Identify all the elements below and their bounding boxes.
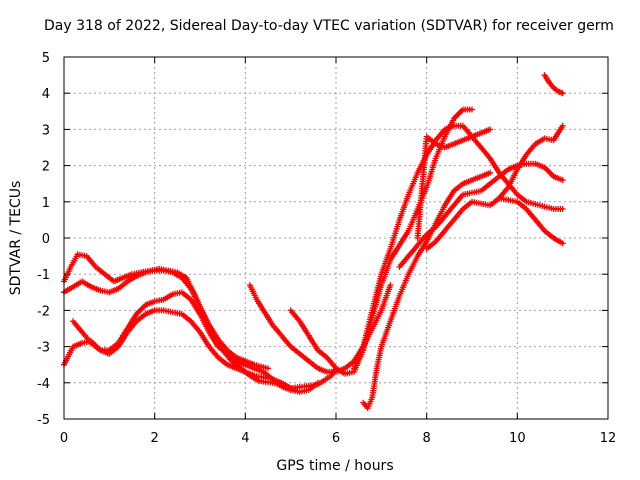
series-9 <box>396 160 566 270</box>
x-tick-label: 6 <box>332 431 340 446</box>
series-line <box>62 269 270 370</box>
y-tick-label: 2 <box>42 160 50 175</box>
plus-markers <box>496 195 566 247</box>
x-tick-label: 2 <box>151 431 159 446</box>
series-12 <box>496 195 566 247</box>
series-4 <box>70 289 321 395</box>
plus-markers <box>351 122 566 372</box>
plus-markers <box>70 289 321 395</box>
y-tick-label: 1 <box>42 196 50 211</box>
y-tick-label: -1 <box>37 268 50 283</box>
series-2 <box>61 267 271 372</box>
x-tick-label: 8 <box>423 431 431 446</box>
y-axis-label: SDTVAR / TECUs <box>8 181 24 296</box>
x-tick-label: 4 <box>241 431 249 446</box>
y-tick-label: -4 <box>37 377 50 392</box>
y-tick-label: 5 <box>42 51 50 66</box>
plus-markers <box>61 267 271 372</box>
series-8 <box>351 122 566 372</box>
x-axis-label: GPS time / hours <box>276 458 393 474</box>
plus-markers <box>414 126 494 241</box>
plus-markers <box>541 72 566 97</box>
chart-title: Day 318 of 2022, Sidereal Day-to-day VTE… <box>44 18 614 34</box>
series-13 <box>541 72 566 97</box>
series-10 <box>414 126 494 241</box>
y-tick-label: 3 <box>42 123 50 138</box>
y-tick-label: -5 <box>37 413 50 428</box>
plot-frame <box>63 56 609 420</box>
series-11 <box>423 122 566 252</box>
plus-markers <box>423 122 566 252</box>
y-tick-label: -3 <box>37 341 50 356</box>
y-tick-label: 0 <box>42 232 50 247</box>
x-tick-label: 10 <box>509 431 526 446</box>
x-tick-label: 12 <box>600 431 617 446</box>
grid <box>64 57 608 419</box>
series-group <box>61 72 566 412</box>
x-tick-label: 0 <box>60 431 68 446</box>
y-tick-label: -2 <box>37 304 50 319</box>
plus-markers <box>396 160 566 270</box>
y-tick-label: 4 <box>42 87 50 102</box>
